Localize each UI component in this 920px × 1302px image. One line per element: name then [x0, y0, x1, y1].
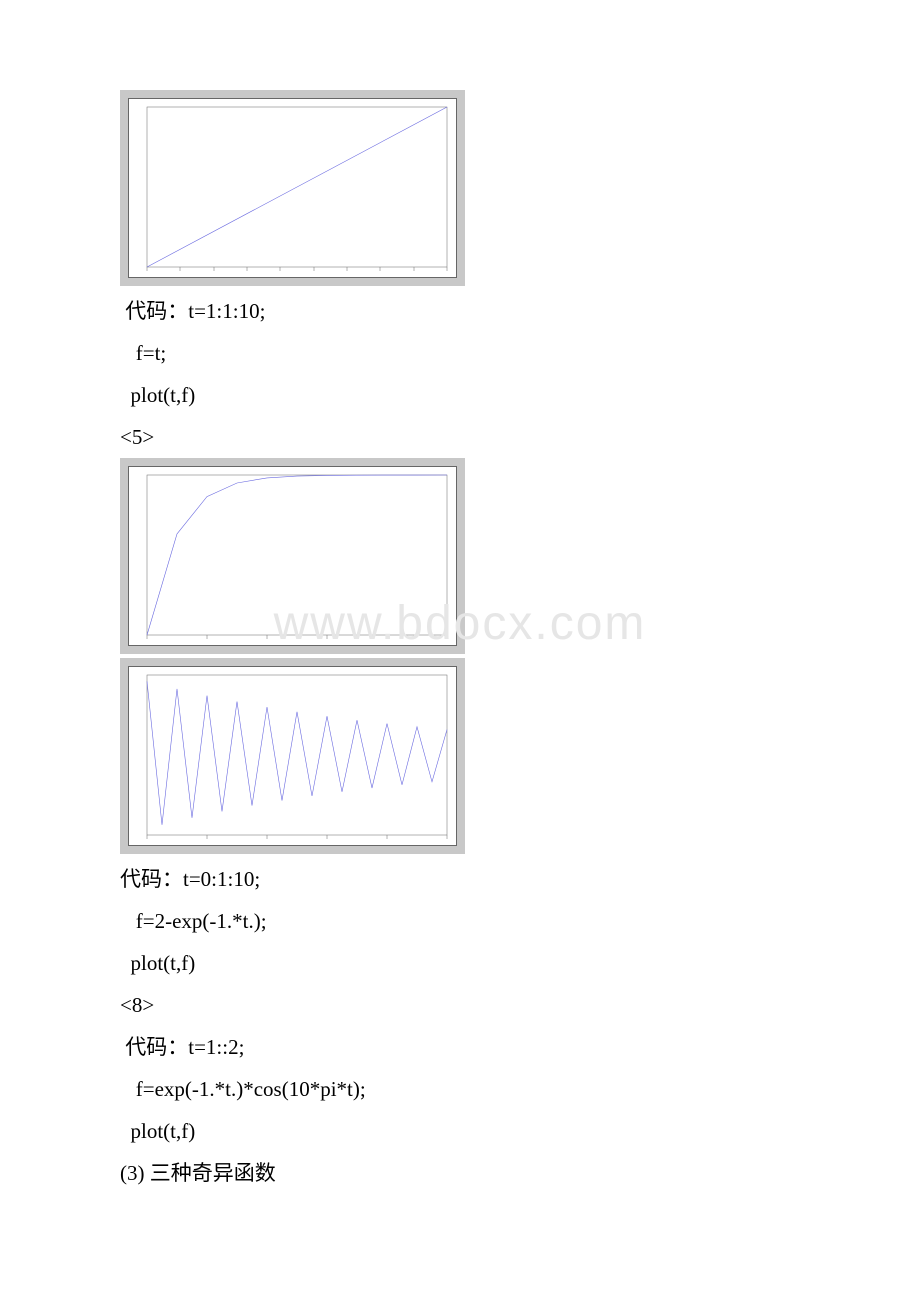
- chart2-plot: [128, 466, 457, 646]
- code1-line3: plot(t,f): [120, 374, 800, 416]
- footer-text: (3) 三种奇异函数: [120, 1152, 800, 1194]
- code2-line2: f=2-exp(-1.*t.);: [120, 900, 800, 942]
- chart3-frame: [120, 658, 465, 854]
- chart2-frame: [120, 458, 465, 654]
- code1-line1: 代码：t=1:1:10;: [120, 290, 800, 332]
- code3-line3: plot(t,f): [120, 1110, 800, 1152]
- chart2-series: [147, 475, 447, 635]
- code3-line1: 代码：t=1::2;: [120, 1026, 800, 1068]
- chart3-series: [147, 681, 447, 825]
- chart1-axes: [147, 107, 447, 271]
- code2-line3: plot(t,f): [120, 942, 800, 984]
- label-5: <5>: [120, 416, 800, 458]
- label-8: <8>: [120, 984, 800, 1026]
- code1-line2: f=t;: [120, 332, 800, 374]
- chart1-series: [147, 107, 447, 267]
- code2-line1: 代码：t=0:1:10;: [120, 858, 800, 900]
- chart1-frame: [120, 90, 465, 286]
- chart3-plot: [128, 666, 457, 846]
- chart3-axes: [147, 675, 447, 839]
- chart2-axes: [147, 475, 447, 639]
- chart1-plot: [128, 98, 457, 278]
- code3-line2: f=exp(-1.*t.)*cos(10*pi*t);: [120, 1068, 800, 1110]
